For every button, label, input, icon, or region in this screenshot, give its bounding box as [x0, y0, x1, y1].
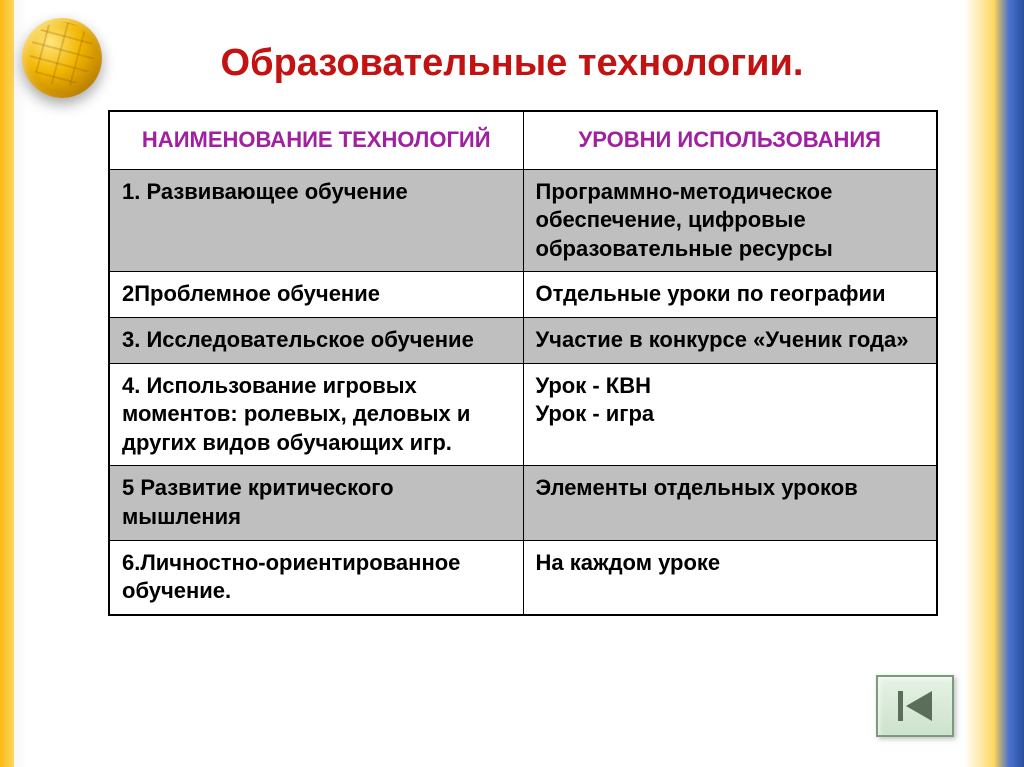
table-row: 4. Использование игровых моментов: ролев…: [109, 363, 937, 466]
cell-technology-name: 2Проблемное обучение: [109, 272, 523, 318]
table-header-level: УРОВНИ ИСПОЛЬЗОВАНИЯ: [523, 111, 937, 169]
cell-technology-name: 6.Личностно-ориентированное обучение.: [109, 540, 523, 615]
table-row: 2Проблемное обучениеОтдельные уроки по г…: [109, 272, 937, 318]
cell-usage-level: Программно-методическое обеспечение, циф…: [523, 169, 937, 272]
cell-technology-name: 5 Развитие критического мышления: [109, 466, 523, 540]
technologies-table: НАИМЕНОВАНИЕ ТЕХНОЛОГИЙ УРОВНИ ИСПОЛЬЗОВ…: [108, 110, 938, 616]
table-row: 6.Личностно-ориентированное обучение.На …: [109, 540, 937, 615]
back-to-start-icon: [892, 683, 938, 729]
cell-usage-level: Урок - КВН Урок - игра: [523, 363, 937, 466]
cell-usage-level: Отдельные уроки по географии: [523, 272, 937, 318]
cell-technology-name: 4. Использование игровых моментов: ролев…: [109, 363, 523, 466]
cell-usage-level: Участие в конкурсе «Ученик года»: [523, 317, 937, 363]
cell-usage-level: Элементы отдельных уроков: [523, 466, 937, 540]
table-row: 1. Развивающее обучениеПрограммно-методи…: [109, 169, 937, 272]
cell-technology-name: 3. Исследовательское обучение: [109, 317, 523, 363]
cell-usage-level: На каждом уроке: [523, 540, 937, 615]
table-header-name: НАИМЕНОВАНИЕ ТЕХНОЛОГИЙ: [109, 111, 523, 169]
table-row: 3. Исследовательское обучениеУчастие в к…: [109, 317, 937, 363]
left-accent-bar: [0, 0, 14, 767]
right-blue-bar: [994, 0, 1024, 767]
back-button[interactable]: [876, 675, 954, 737]
page-title: Образовательные технологии.: [0, 42, 1024, 85]
cell-technology-name: 1. Развивающее обучение: [109, 169, 523, 272]
table-row: 5 Развитие критического мышленияЭлементы…: [109, 466, 937, 540]
